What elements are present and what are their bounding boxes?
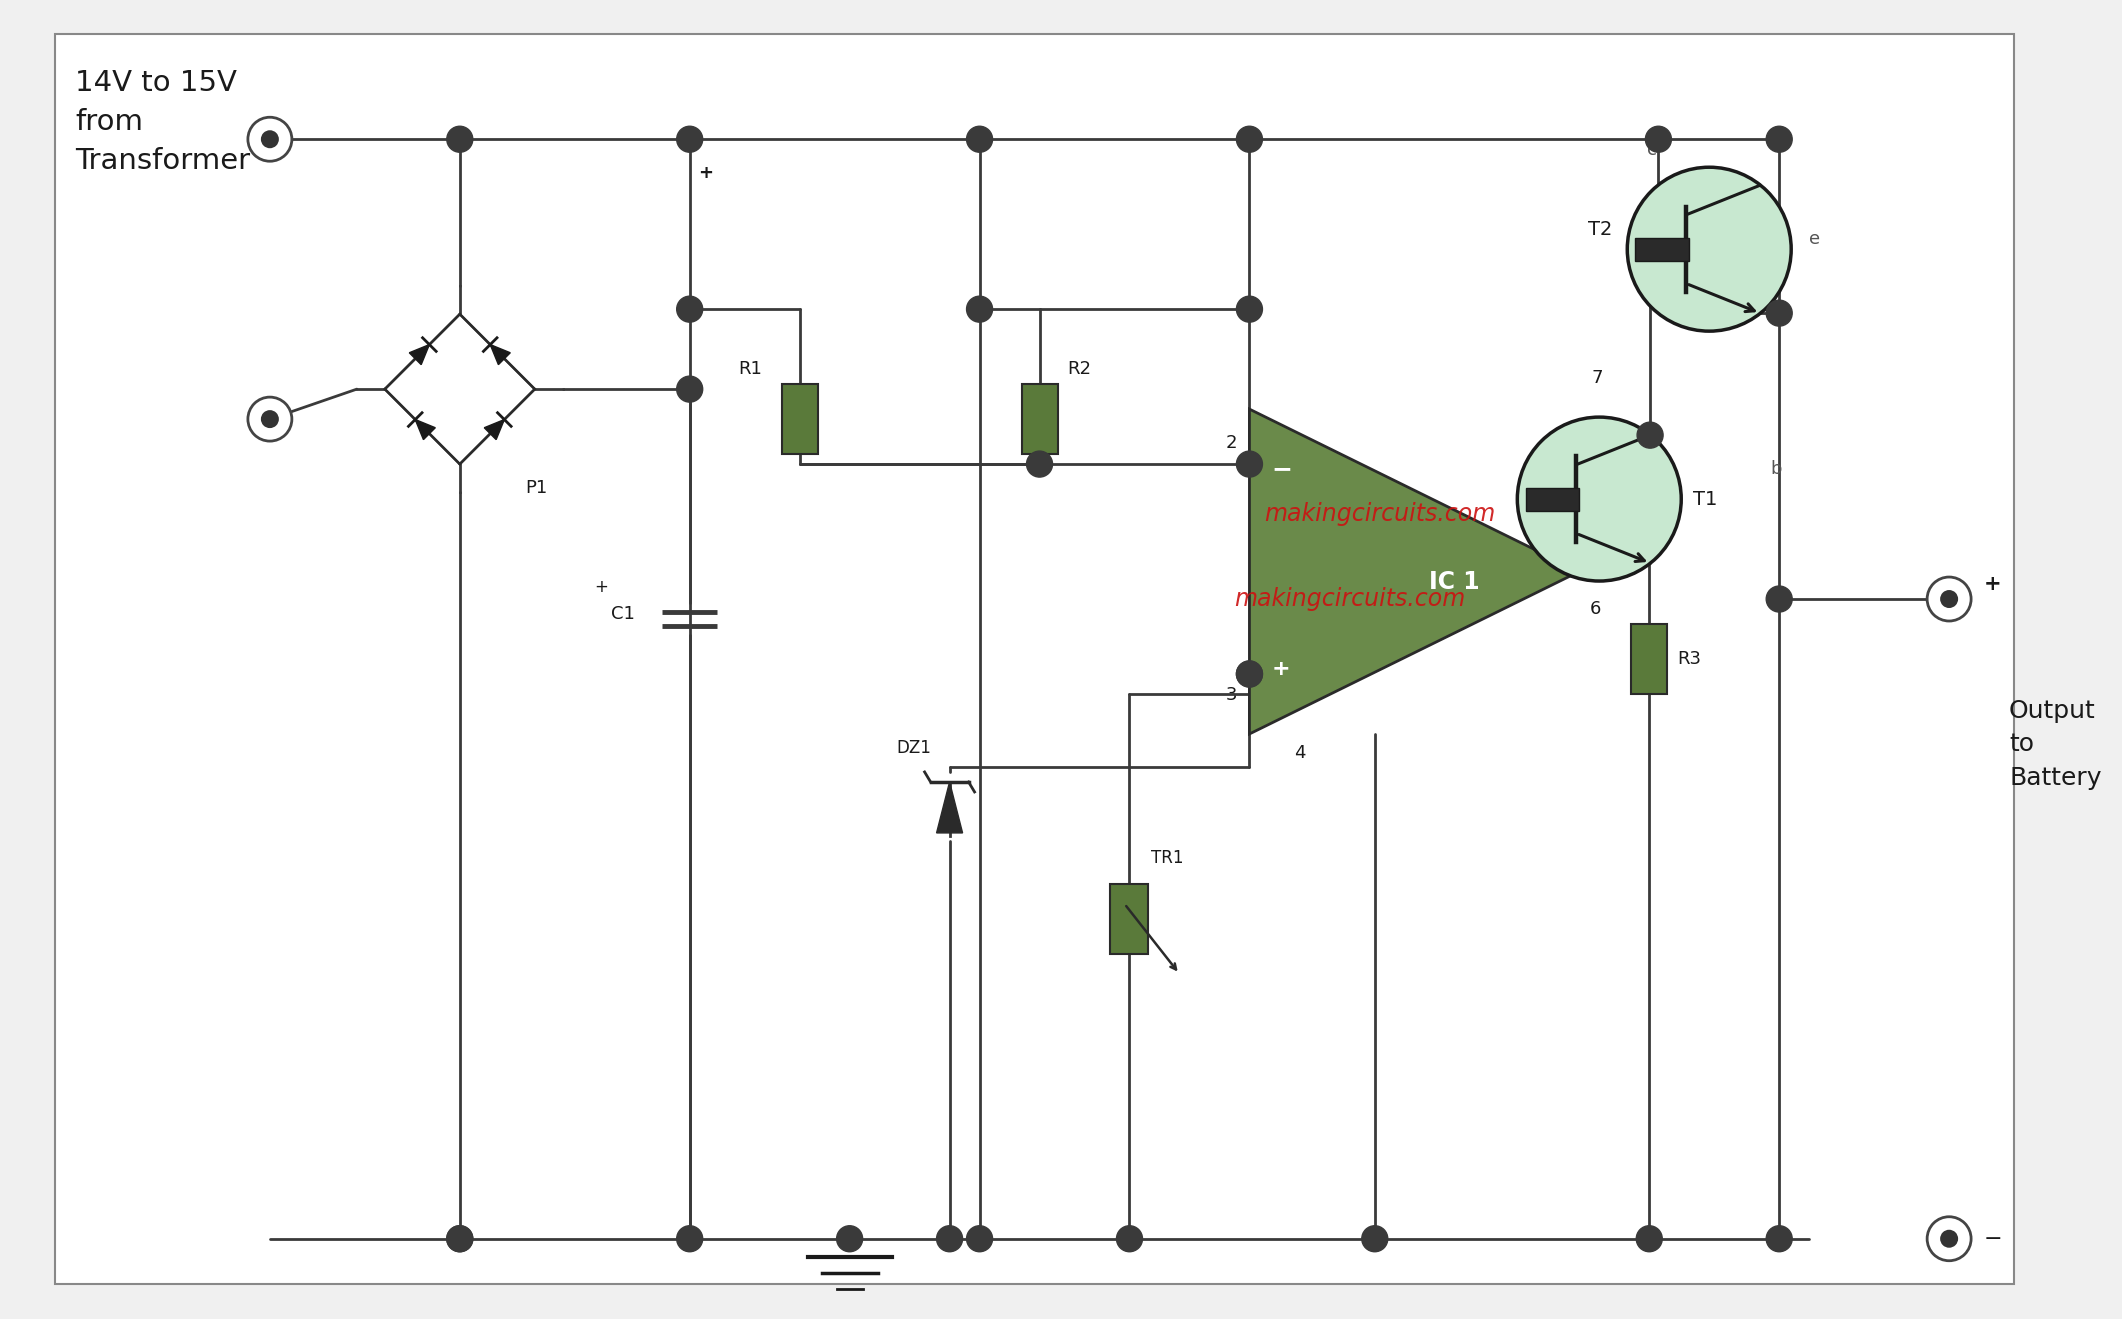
Text: C1: C1 [611,605,634,623]
Circle shape [1237,127,1263,152]
Text: 4: 4 [1294,744,1305,762]
Circle shape [1237,297,1263,322]
Polygon shape [1250,409,1579,733]
Circle shape [1636,422,1664,448]
Text: −: − [1984,1229,2003,1249]
Bar [1021,384,1057,454]
Circle shape [261,131,278,148]
Text: 14V to 15V
from
Transformer: 14V to 15V from Transformer [74,70,250,175]
Polygon shape [410,344,429,364]
Circle shape [936,1225,963,1252]
Text: 6: 6 [1589,600,1600,617]
Text: c: c [1647,141,1657,160]
Text: −: − [1271,458,1292,481]
Text: R1: R1 [738,360,762,379]
Text: T1: T1 [1693,489,1717,509]
Bar [1110,884,1148,954]
Text: TR1: TR1 [1152,849,1184,867]
Text: 7: 7 [1592,369,1602,386]
Circle shape [677,376,702,402]
Text: 3: 3 [1227,686,1237,704]
Circle shape [1237,661,1263,687]
Circle shape [1766,1225,1793,1252]
Circle shape [248,117,293,161]
Text: 6: 6 [1634,536,1647,554]
Bar [1636,237,1689,261]
Circle shape [966,297,993,322]
Polygon shape [490,344,509,364]
Circle shape [1645,127,1672,152]
Bar [781,384,817,454]
Text: makingcircuits.com: makingcircuits.com [1233,587,1464,611]
Circle shape [1027,451,1053,477]
Circle shape [1927,1216,1971,1261]
Text: T2: T2 [1587,220,1613,239]
Polygon shape [936,782,963,832]
Text: P1: P1 [524,479,547,497]
Text: b: b [1770,460,1782,477]
Text: R2: R2 [1067,360,1091,379]
Polygon shape [484,419,505,439]
Text: IC 1: IC 1 [1428,570,1479,594]
Circle shape [1636,1225,1662,1252]
Text: Output
to
Battery: Output to Battery [2010,699,2101,790]
Text: 2: 2 [1227,434,1237,452]
Text: e: e [1810,231,1821,248]
Circle shape [1362,1225,1388,1252]
Circle shape [1766,301,1793,326]
Bar [1632,624,1668,694]
Text: +: + [594,578,607,596]
Text: makingcircuits.com: makingcircuits.com [1265,503,1496,526]
Circle shape [1628,168,1791,331]
Circle shape [1940,590,1959,608]
Circle shape [248,397,293,441]
Text: DZ1: DZ1 [898,739,932,757]
Circle shape [1237,661,1263,687]
Circle shape [677,1225,702,1252]
Text: R3: R3 [1676,650,1702,667]
Circle shape [448,1225,473,1252]
Circle shape [1766,586,1793,612]
Circle shape [448,1225,473,1252]
Circle shape [966,1225,993,1252]
Circle shape [1940,1229,1959,1248]
Circle shape [1927,576,1971,621]
Text: +: + [1984,574,2001,594]
Circle shape [1766,127,1793,152]
Circle shape [1116,1225,1142,1252]
Circle shape [1517,417,1681,582]
Bar [1526,488,1579,510]
Text: +: + [698,165,713,182]
Circle shape [1237,451,1263,477]
Text: +: + [1271,660,1290,679]
Circle shape [677,297,702,322]
Polygon shape [416,419,435,439]
Circle shape [261,410,278,429]
Circle shape [677,127,702,152]
Circle shape [966,127,993,152]
Circle shape [836,1225,864,1252]
Circle shape [448,127,473,152]
